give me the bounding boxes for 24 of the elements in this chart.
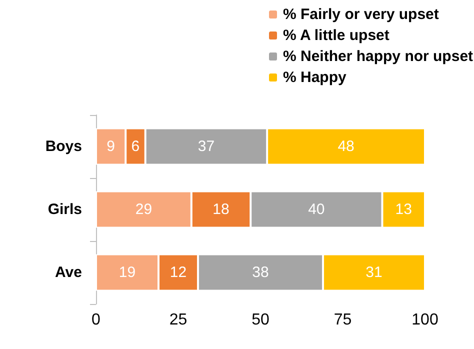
data-label: 31 xyxy=(366,264,382,281)
legend-label: % Happy xyxy=(283,69,348,86)
legend-label: % A little upset xyxy=(283,27,390,44)
data-label: 6 xyxy=(131,138,140,155)
data-label: 48 xyxy=(338,138,354,155)
x-tick-label: 100 xyxy=(412,312,438,328)
x-tick-label: 50 xyxy=(252,312,270,328)
data-label: 29 xyxy=(135,201,152,218)
data-label: 18 xyxy=(212,201,230,218)
data-label: 19 xyxy=(118,264,136,281)
x-tick-label: 0 xyxy=(92,312,101,328)
y-tick-label: Ave xyxy=(55,264,82,281)
y-tick-label: Girls xyxy=(48,201,82,218)
data-label: 38 xyxy=(252,264,269,281)
legend-label: % Neither happy nor upset xyxy=(283,48,474,65)
data-label: 13 xyxy=(395,201,412,218)
data-label: 40 xyxy=(308,201,325,218)
data-label: 12 xyxy=(170,264,187,281)
data-label: 9 xyxy=(106,138,115,155)
y-tick-label: Boys xyxy=(45,138,82,155)
x-tick-label: 75 xyxy=(334,312,352,328)
legend-label: % Fairly or very upset xyxy=(283,6,439,23)
data-label: 37 xyxy=(198,138,215,155)
x-tick-label: 25 xyxy=(169,312,188,328)
